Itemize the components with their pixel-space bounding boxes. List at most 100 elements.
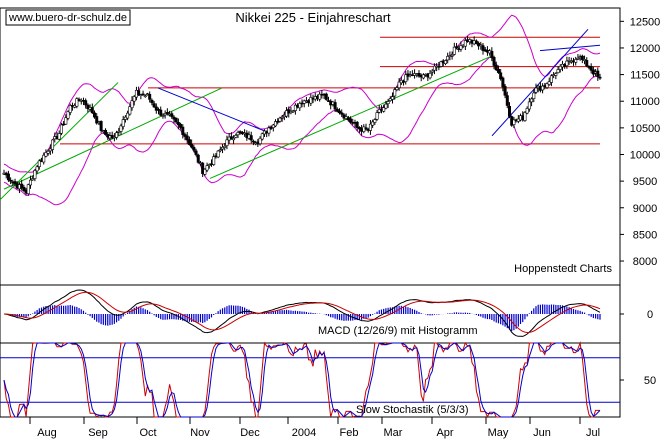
candle-body xyxy=(181,126,185,135)
candle-body xyxy=(176,122,180,126)
price-tick-label: 12500 xyxy=(630,16,661,28)
trend-line xyxy=(539,44,601,52)
candle-body xyxy=(450,54,454,57)
candle-body xyxy=(335,108,339,112)
candle-body xyxy=(64,117,68,125)
candle-body xyxy=(397,81,401,89)
candle-body xyxy=(355,121,359,128)
candle-body xyxy=(278,117,282,122)
candle-body xyxy=(141,93,145,96)
candle-body xyxy=(137,90,141,96)
candle-body xyxy=(84,100,88,106)
candle-body xyxy=(437,65,441,68)
x-tick-label: Dec xyxy=(240,427,260,439)
bollinger-upper xyxy=(3,14,601,173)
candle-body xyxy=(179,123,183,128)
candle-body xyxy=(33,170,37,179)
price-tick-label: 10000 xyxy=(630,149,661,161)
candle-body xyxy=(395,87,399,90)
macd-line xyxy=(3,289,601,337)
candle-body xyxy=(576,57,580,60)
price-panel: 12500 12000 11500 11000 10500 10000 9500 9000 85… xyxy=(0,7,661,286)
candle-body xyxy=(229,136,233,140)
candle-body xyxy=(59,124,63,134)
candle-body xyxy=(446,55,450,61)
candle-body xyxy=(154,106,158,111)
macd-label: MACD (12/26/9) mit Histogramm xyxy=(318,325,478,337)
candle-body xyxy=(580,55,584,60)
candle-body xyxy=(368,123,372,131)
candle-body xyxy=(541,85,545,91)
candle-body xyxy=(115,132,119,138)
candle-body xyxy=(51,139,55,150)
price-tick-label: 8500 xyxy=(633,229,657,241)
candle-body xyxy=(492,57,496,66)
candle-body xyxy=(459,45,463,50)
candle-body xyxy=(267,127,271,134)
candle-body xyxy=(574,59,578,63)
candle-body xyxy=(42,154,46,163)
candle-body xyxy=(417,72,421,77)
candle-body xyxy=(223,145,227,148)
candle-body xyxy=(349,118,353,123)
candle-body xyxy=(302,100,306,104)
x-tick-label: May xyxy=(488,427,509,439)
candle-body xyxy=(432,65,436,71)
trend-line xyxy=(157,87,271,134)
candle-body xyxy=(589,66,593,71)
candle-body xyxy=(126,112,130,119)
candle-body xyxy=(260,133,264,140)
candle-body xyxy=(430,70,434,73)
candle-body xyxy=(31,178,35,181)
candle-body xyxy=(404,74,408,82)
candle-body xyxy=(150,99,154,103)
candle-body xyxy=(340,112,344,115)
candle-body xyxy=(496,68,500,73)
stochastic-lines xyxy=(3,341,601,419)
candle-body xyxy=(371,121,375,126)
candle-body xyxy=(377,109,381,113)
candle-body xyxy=(28,179,32,186)
candle-body xyxy=(443,60,447,64)
candle-body xyxy=(598,76,602,79)
candle-body xyxy=(567,60,571,62)
candle-body xyxy=(499,72,503,80)
candle-body xyxy=(391,96,395,100)
x-tick-label: Mar xyxy=(384,427,403,439)
candle-body xyxy=(86,104,90,110)
candle-body xyxy=(249,135,253,141)
x-tick-label: Aug xyxy=(37,427,57,439)
candle-body xyxy=(333,102,337,110)
candle-body xyxy=(205,165,209,171)
candle-body xyxy=(161,115,165,117)
candle-body xyxy=(251,140,255,143)
candle-body xyxy=(75,98,79,107)
candle-body xyxy=(532,92,536,99)
candle-body xyxy=(547,81,551,85)
candle-body xyxy=(386,101,390,104)
candle-body xyxy=(534,87,538,93)
candle-body xyxy=(236,132,240,136)
candle-body xyxy=(192,146,196,151)
x-tick-label: Feb xyxy=(340,427,359,439)
stochastic-tick-label: 50 xyxy=(644,375,656,387)
candle-body xyxy=(119,125,123,132)
candle-body xyxy=(507,105,511,117)
x-tick-label: Oct xyxy=(139,427,156,439)
x-tick-label: Apr xyxy=(436,427,453,439)
stochastic-label: Slow Stochastik (5/3/3) xyxy=(356,404,469,416)
price-tick-label: 11000 xyxy=(630,96,660,108)
stochastic-axis: 50 xyxy=(620,375,656,387)
candle-body xyxy=(274,121,278,127)
candle-body xyxy=(596,70,600,77)
candle-body xyxy=(276,121,280,123)
x-tick-label: Jun xyxy=(533,427,551,439)
candle-body xyxy=(357,127,361,130)
candle-body xyxy=(479,44,483,47)
candle-body xyxy=(271,124,275,128)
candle-body xyxy=(384,103,388,109)
candle-body xyxy=(585,60,589,67)
candle-body xyxy=(117,130,121,133)
candle-body xyxy=(439,61,443,67)
